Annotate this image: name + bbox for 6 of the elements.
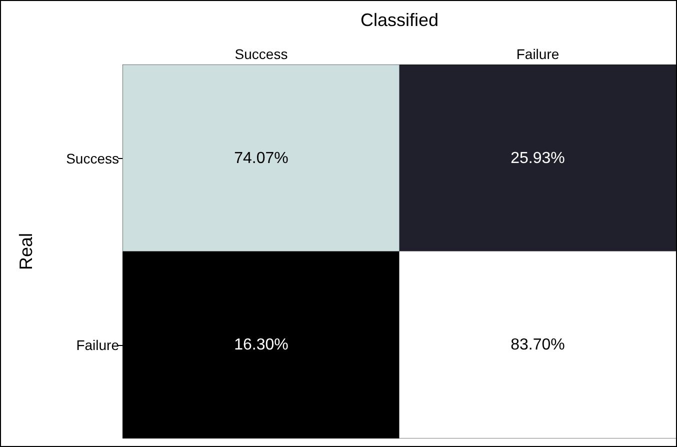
data-label: 83.70% bbox=[510, 336, 565, 354]
data-label: 74.07% bbox=[234, 150, 288, 167]
y-axis-title: Real bbox=[16, 232, 36, 270]
x-axis-title: Classified bbox=[360, 10, 439, 30]
data-label: 25.93% bbox=[510, 150, 565, 167]
data-label: 16.30% bbox=[234, 336, 288, 354]
